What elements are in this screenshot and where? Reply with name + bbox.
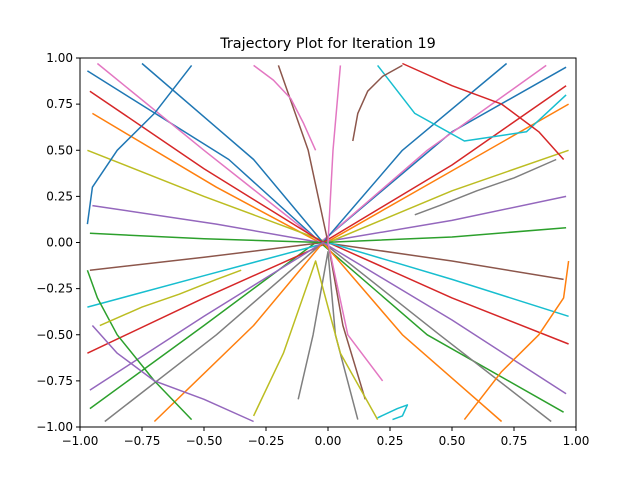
trajectory-line-24 xyxy=(91,324,254,423)
trajectory-line-25 xyxy=(352,64,403,142)
trajectory-line-17 xyxy=(297,250,359,420)
x-tick-label-3: −0.25 xyxy=(248,434,285,448)
x-tick-label-6: 0.50 xyxy=(439,434,466,448)
x-tick-label-5: 0.25 xyxy=(377,434,404,448)
trajectory-line-19 xyxy=(377,64,567,142)
trajectory-line-16 xyxy=(327,65,384,382)
trajectory-line-18 xyxy=(252,260,379,420)
trajectory-lines xyxy=(86,62,570,423)
trajectory-line-23 xyxy=(402,62,565,161)
y-axis: 1.00 0.75 0.50 0.25 0.00 −0.25 −0.50 −0.75 −1.00 xyxy=(36,51,80,434)
trajectory-line-22 xyxy=(86,269,193,421)
y-tick-label-5: −0.25 xyxy=(36,282,73,296)
y-tick-label-7: −0.75 xyxy=(36,374,73,388)
x-axis: −1.00 −0.75 −0.50 −0.25 0.00 0.25 0.50 0.75 1.00 xyxy=(62,427,590,448)
y-tick-label-8: −1.00 xyxy=(36,420,73,434)
trajectory-line-26 xyxy=(253,64,317,151)
trajectory-line-27 xyxy=(414,158,557,216)
y-tick-label-4: 0.00 xyxy=(46,236,73,250)
trajectory-line-20 xyxy=(86,64,193,225)
x-tick-label-0: −1.00 xyxy=(62,434,99,448)
trajectory-line-29 xyxy=(377,404,409,421)
y-tick-label-3: 0.25 xyxy=(46,189,73,203)
x-tick-label-8: 1.00 xyxy=(563,434,590,448)
y-tick-label-0: 1.00 xyxy=(46,51,73,65)
x-tick-label-4: 0.00 xyxy=(315,434,342,448)
y-tick-label-2: 0.50 xyxy=(46,143,73,157)
trajectory-line-21 xyxy=(463,260,570,421)
trajectory-line-28 xyxy=(99,269,242,327)
y-tick-label-1: 0.75 xyxy=(46,97,73,111)
x-tick-label-1: −0.75 xyxy=(124,434,161,448)
trajectory-line-14 xyxy=(89,241,567,395)
y-tick-label-6: −0.50 xyxy=(36,328,73,342)
x-tick-label-7: 0.75 xyxy=(501,434,528,448)
x-tick-label-2: −0.50 xyxy=(186,434,223,448)
chart-title: Trajectory Plot for Iteration 19 xyxy=(219,36,436,52)
